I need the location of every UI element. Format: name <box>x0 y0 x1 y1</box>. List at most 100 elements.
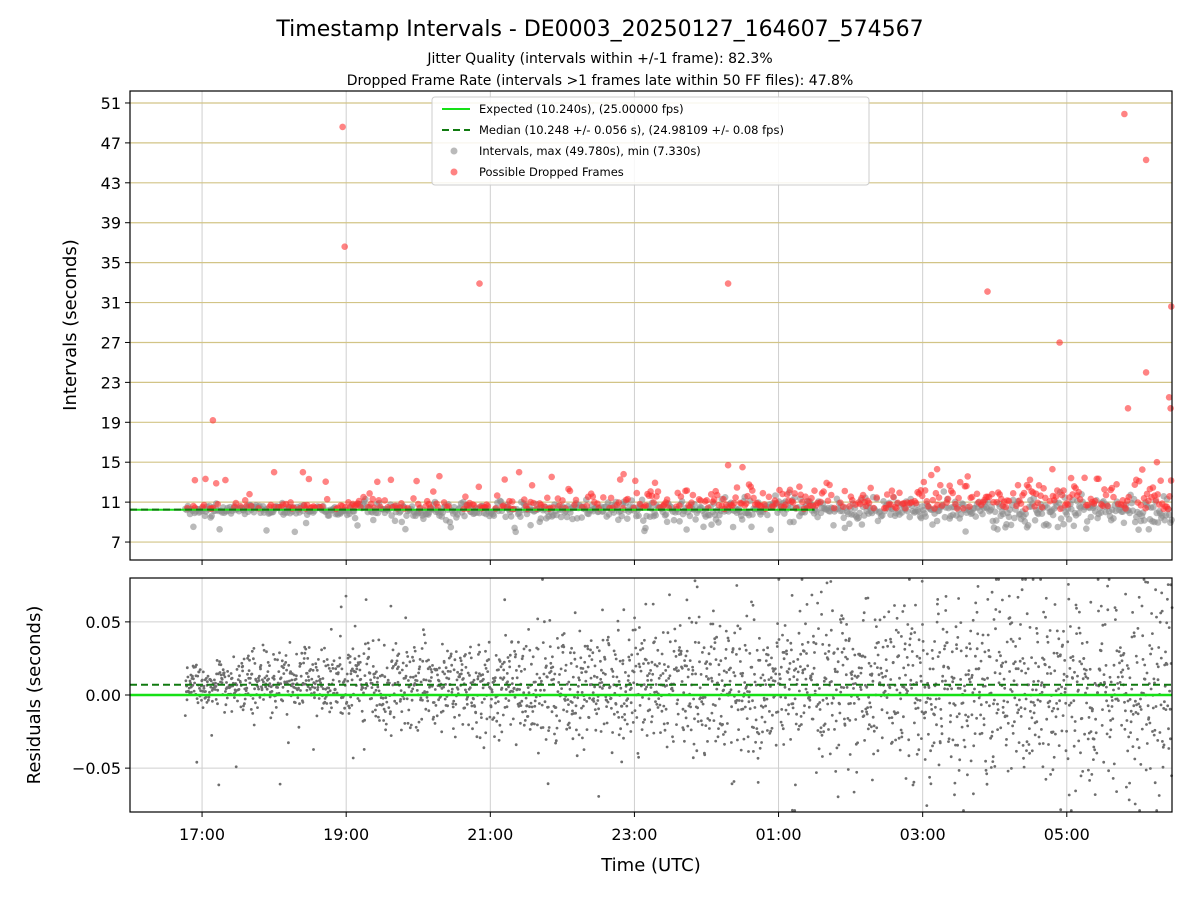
residual-point <box>755 727 759 730</box>
residual-point <box>1028 751 1031 755</box>
residual-point <box>1006 769 1010 773</box>
dropped-frame-point <box>920 478 928 486</box>
residual-point <box>655 690 658 694</box>
residual-point <box>1035 720 1039 724</box>
interval-point <box>517 513 524 520</box>
dropped-frame-outlier-14 <box>1049 465 1056 473</box>
residual-point <box>627 655 631 659</box>
residual-point <box>1112 663 1116 667</box>
dropped-frame-point <box>733 484 741 491</box>
residual-point <box>358 699 361 703</box>
residual-point <box>335 691 339 695</box>
residual-point <box>1010 767 1013 770</box>
residual-point <box>415 679 419 682</box>
residual-point <box>219 673 223 677</box>
residual-point <box>1057 744 1061 747</box>
residual-point <box>678 624 682 627</box>
residual-point <box>377 689 381 693</box>
residual-point <box>955 715 959 719</box>
residual-point <box>641 647 645 650</box>
residual-point <box>1030 656 1033 659</box>
residual-point <box>642 662 645 665</box>
dropped-frame-point <box>1057 505 1064 513</box>
residual-point <box>869 705 873 709</box>
residual-point <box>196 674 200 678</box>
residual-point <box>561 651 565 654</box>
residual-point <box>1060 729 1064 733</box>
residual-point <box>663 728 667 732</box>
residual-point <box>951 680 955 684</box>
residual-point <box>578 716 582 720</box>
residual-point <box>910 650 914 653</box>
residual-point <box>672 740 675 743</box>
residual-point <box>902 715 905 719</box>
residual-point <box>779 665 783 669</box>
residual-point <box>478 736 482 740</box>
residual-point <box>221 668 225 672</box>
residual-point <box>664 679 668 682</box>
residual-point <box>1117 687 1121 690</box>
residual-point <box>1069 701 1073 705</box>
interval-point <box>840 514 847 522</box>
residual-point <box>1037 665 1040 669</box>
dropped-frame-point <box>1167 477 1175 484</box>
dropped-frame-point <box>1166 493 1173 500</box>
residual-point <box>496 711 500 715</box>
residual-point <box>619 686 623 690</box>
residual-point <box>493 679 497 683</box>
residual-point <box>841 631 844 635</box>
residual-point <box>1139 763 1143 766</box>
residual-point <box>843 723 847 727</box>
residual-point <box>817 747 821 751</box>
residual-point <box>632 670 636 674</box>
residual-point <box>789 641 793 645</box>
residual-point <box>1028 727 1031 730</box>
interval-point <box>749 511 756 518</box>
residual-point <box>1048 665 1051 669</box>
residual-point <box>281 685 285 689</box>
residual-point <box>639 669 643 673</box>
dropped-frame-point <box>651 479 659 487</box>
x-axis-ticks: 17:00 19:00 21:00 23:00 01:00 03:00 05:00 <box>179 560 1090 844</box>
residual-point <box>552 677 555 681</box>
residual-point <box>1168 707 1172 711</box>
residual-point <box>223 675 227 679</box>
residual-point <box>1012 679 1016 683</box>
residual-point <box>959 621 963 624</box>
residual-point <box>585 728 589 731</box>
residual-point <box>1079 774 1083 778</box>
residual-point <box>699 696 702 700</box>
residual-point <box>584 679 588 683</box>
residual-point <box>676 698 680 702</box>
residual-point <box>1149 767 1152 770</box>
residual-point <box>963 684 966 688</box>
residual-point <box>925 804 929 807</box>
residual-point <box>497 668 500 672</box>
residual-point <box>1134 654 1138 658</box>
residual-point <box>391 683 395 687</box>
residual-point <box>1002 699 1006 703</box>
residual-point <box>972 699 976 703</box>
residual-point <box>591 691 595 694</box>
dropped-frame-point <box>749 487 756 494</box>
interval-point <box>767 526 774 534</box>
residual-point <box>378 703 382 706</box>
residual-point <box>1087 716 1091 719</box>
residual-point <box>1031 688 1034 692</box>
dropped-frame-point <box>966 503 973 510</box>
residual-point <box>729 688 733 692</box>
residual-point <box>1124 709 1127 713</box>
residual-point <box>1083 732 1086 736</box>
residual-point <box>731 647 735 650</box>
residual-point <box>643 718 646 721</box>
residual-point <box>900 635 903 638</box>
residual-point <box>197 670 201 674</box>
residual-point <box>451 705 455 709</box>
residual-point <box>1004 660 1008 664</box>
residual-point <box>900 731 904 735</box>
residual-point <box>673 627 677 631</box>
residual-point <box>911 783 915 787</box>
residual-point <box>721 723 724 726</box>
residual-point <box>720 679 724 682</box>
residual-point <box>754 718 758 722</box>
